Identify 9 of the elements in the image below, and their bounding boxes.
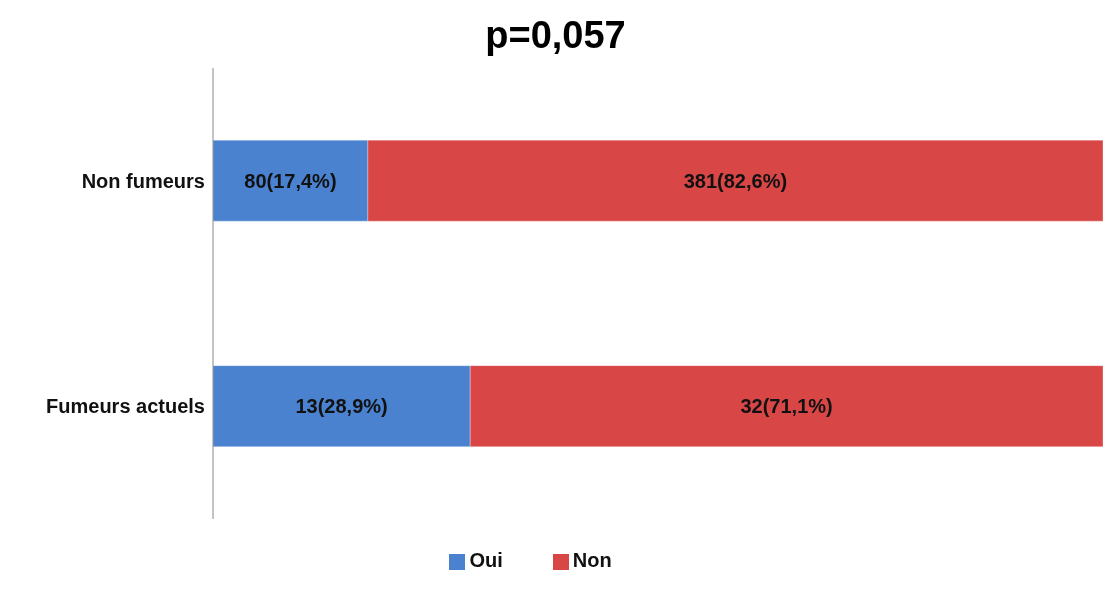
- y-tick-label: Non fumeurs: [81, 169, 205, 192]
- y-tick-label: Fumeurs actuels: [46, 395, 205, 418]
- legend-label: Non: [572, 549, 612, 571]
- legend-label: Oui: [469, 549, 503, 571]
- data-label: 13(28,9%): [295, 395, 388, 418]
- data-label: 32(71,1%): [740, 395, 833, 418]
- data-label: 381(82,6%): [683, 169, 788, 192]
- data-label: 80(17,4%): [244, 169, 337, 192]
- chart-title: p=0,057: [484, 13, 627, 58]
